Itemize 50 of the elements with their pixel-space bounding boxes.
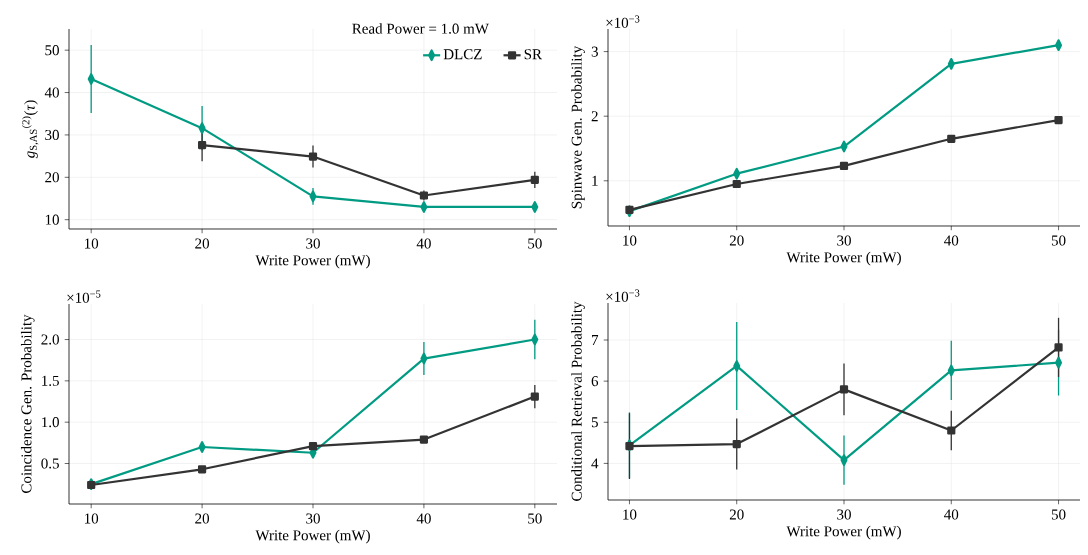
y-tick-label: 2 [591,111,598,122]
x-tick-label: 30 [306,513,320,524]
y-axis-title: g$_{S,AS}$$^{(2)}$(τ) [22,100,39,159]
x-axis-title: Write Power (mW) [786,525,901,540]
x-tick-label: 10 [623,235,637,246]
y-tick-label: 4 [591,458,599,469]
legend-label: DLCZ [443,49,482,60]
y-tick-label: 1.0 [42,417,59,428]
x-axis-title: Write Power (mW) [255,254,370,269]
y-tick-label: 10 [45,214,59,225]
text: ×10$^{−3}$ [606,15,640,28]
text: ×10$^{−3}$ [606,289,640,302]
y-tick-label: 5 [591,417,598,428]
x-tick-label: 50 [1051,235,1066,246]
x-tick-label: 50 [528,238,542,249]
x-tick-label: 30 [837,235,851,246]
y-tick-label: 1.5 [42,375,59,386]
y-tick-label: 2.0 [41,334,59,345]
text: ×10$^{−5}$ [67,290,101,303]
x-tick-label: 40 [944,509,959,520]
x-tick-label: 10 [85,238,99,249]
x-tick-label: 40 [416,238,431,249]
x-axis-title: Write Power (mW) [786,251,901,266]
x-tick-label: 10 [623,509,637,520]
y-tick-label: 50 [45,45,59,56]
y-tick-label: 3 [591,46,598,57]
legend-label: SR [524,49,543,60]
y-tick-label: 7 [592,335,599,345]
y-axis-title: Coincidence Gen. Probability [20,314,35,493]
y-tick-label: 20 [45,172,59,183]
x-tick-label: 20 [195,238,210,249]
x-tick-label: 20 [729,235,744,246]
x-tick-label: 40 [944,235,959,246]
x-tick-label: 20 [195,513,210,524]
x-tick-label: 50 [528,513,542,524]
y-tick-label: 6 [591,376,599,387]
x-tick-label: 40 [416,513,431,524]
x-tick-label: 30 [306,238,320,249]
y-tick-label: 0.5 [41,458,59,469]
x-tick-label: 20 [729,509,744,520]
y-tick-label: 30 [45,129,59,140]
x-axis-title: Write Power (mW) [255,529,370,544]
y-tick-label: 1 [592,175,598,186]
legend-title: Read Power = 1.0 mW [352,23,489,34]
x-tick-label: 30 [837,509,851,520]
y-axis-title: Conditional Retrieval Probability [571,301,585,501]
y-tick-label: 40 [44,87,59,98]
x-tick-label: 10 [85,513,99,524]
y-axis-title: Spinwave Gen. Probability [571,45,585,209]
x-tick-label: 50 [1051,509,1066,520]
